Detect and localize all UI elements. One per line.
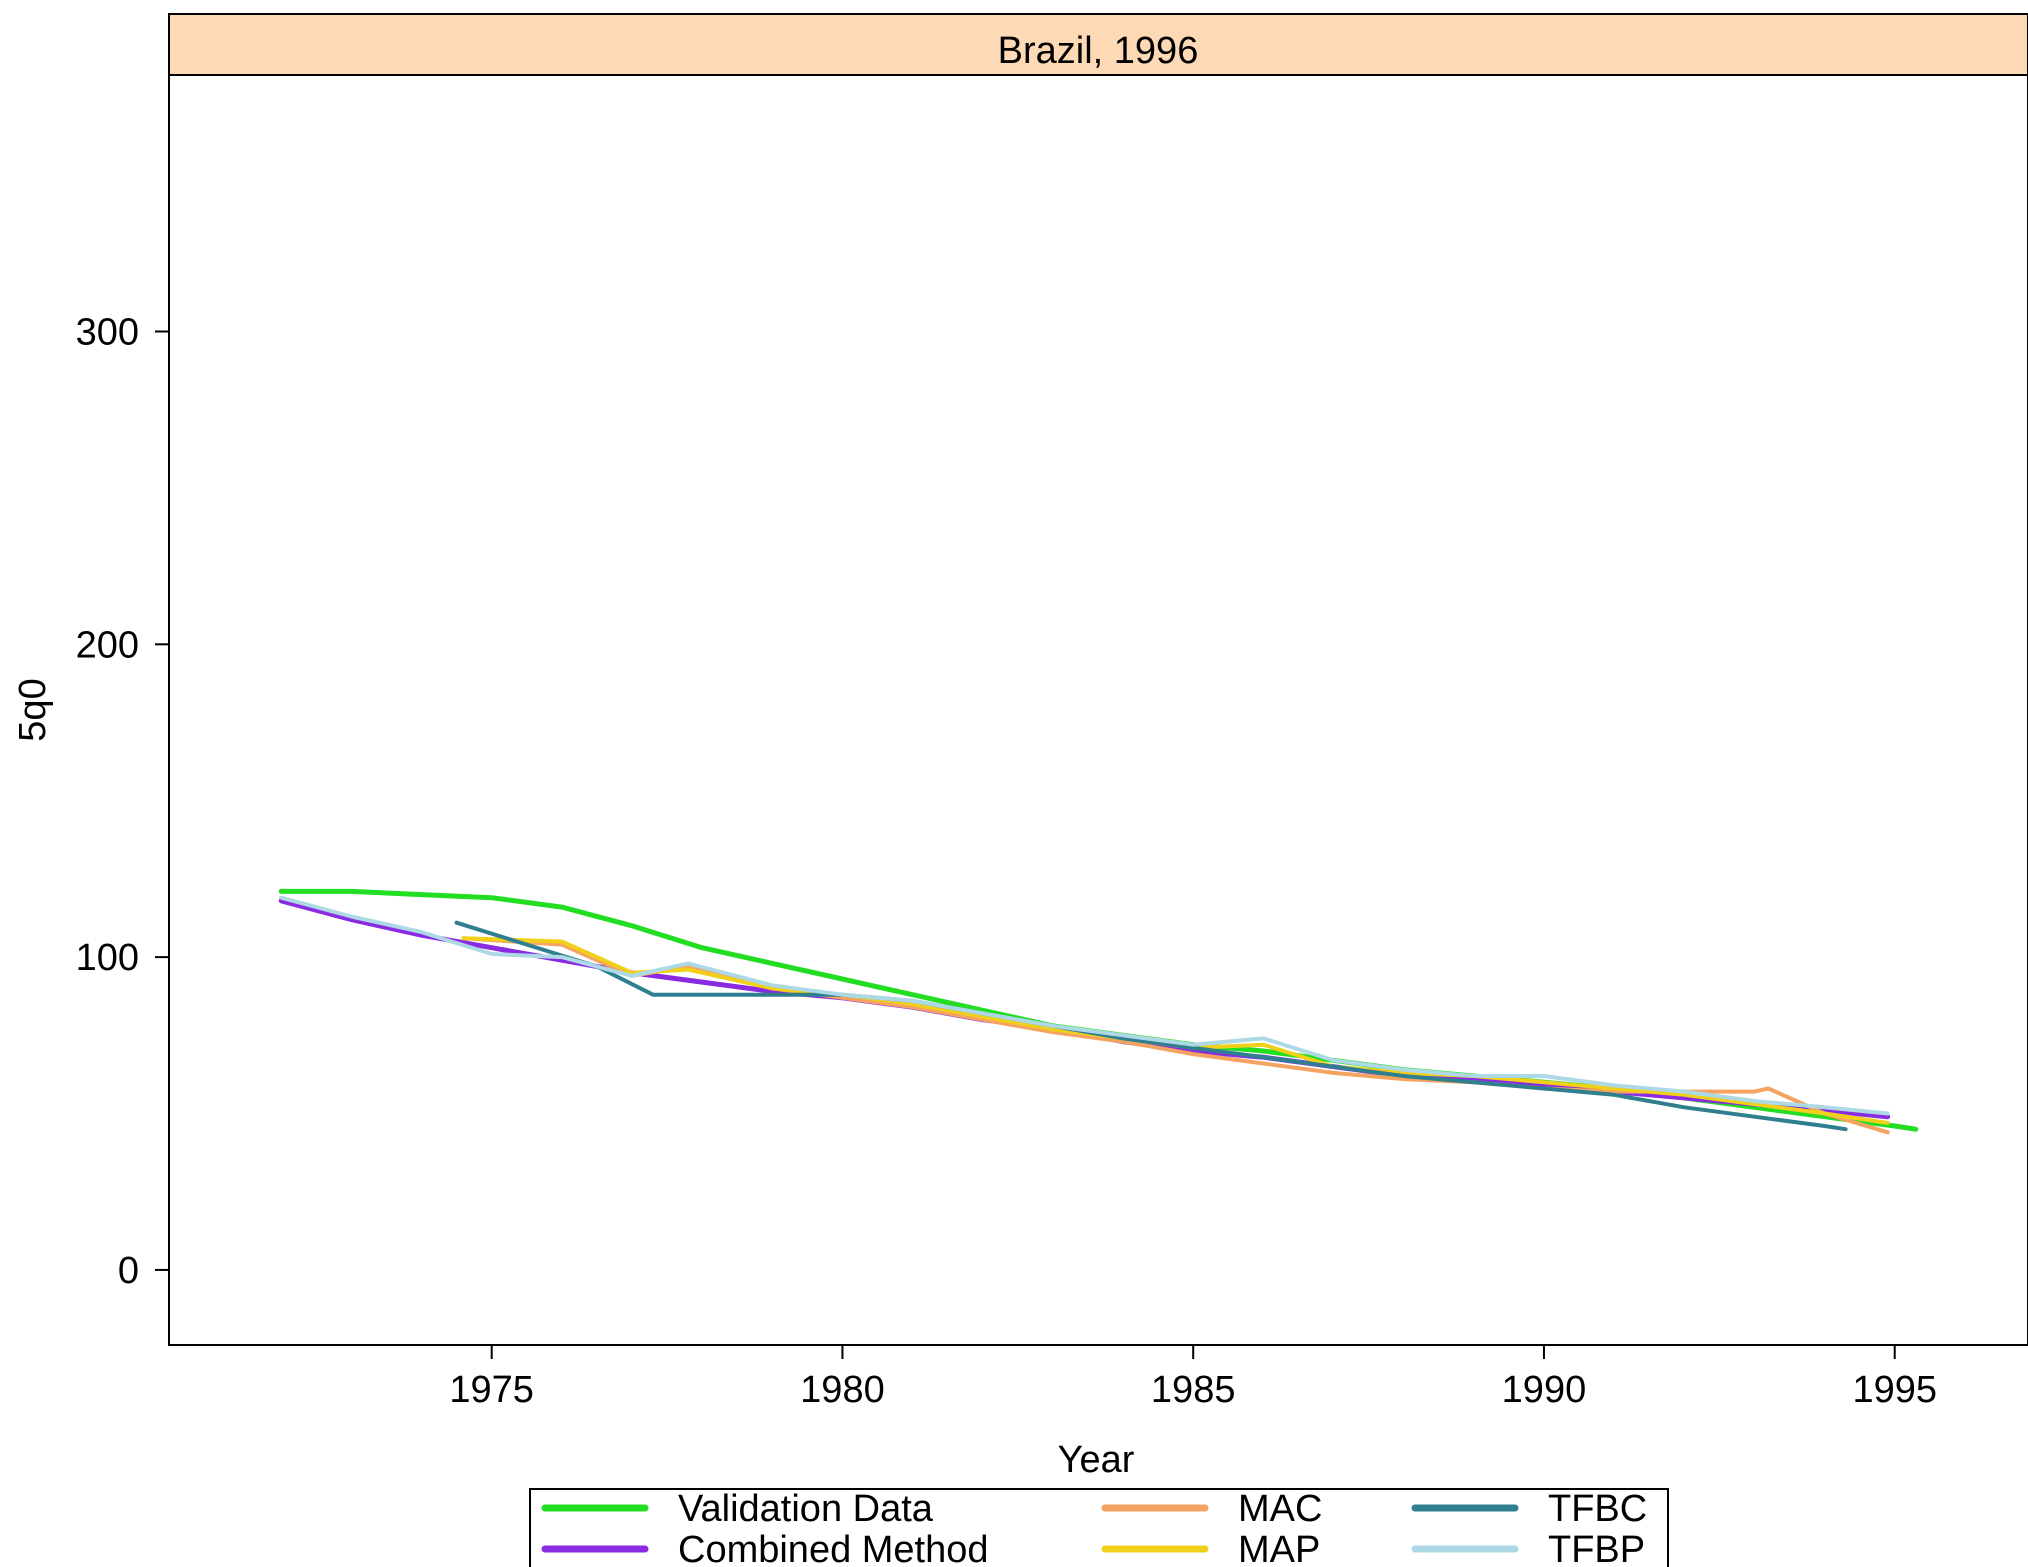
y-tick-label: 300	[76, 312, 139, 354]
y-axis: 0 100 200 300	[76, 312, 169, 1292]
legend-label: MAP	[1238, 1529, 1320, 1567]
series-line-tfbc	[454, 920, 1848, 1132]
x-tick-label: 1985	[1151, 1369, 1236, 1411]
legend-label: Validation Data	[678, 1488, 934, 1530]
y-axis-title: 5q0	[12, 678, 54, 741]
x-axis: 1975 1980 1985 1990 1995	[449, 1345, 1937, 1411]
x-axis-title: Year	[1058, 1439, 1135, 1481]
series-group	[278, 888, 1919, 1135]
x-tick-label: 1990	[1502, 1369, 1587, 1411]
y-tick-label: 100	[76, 937, 139, 979]
legend-label: TFBP	[1548, 1529, 1645, 1567]
x-tick-label: 1995	[1852, 1369, 1937, 1411]
y-tick-label: 0	[118, 1250, 139, 1292]
series-line-combined-method	[278, 898, 1891, 1120]
legend-label: Combined Method	[678, 1529, 989, 1567]
y-tick-label: 200	[76, 624, 139, 666]
legend-label: TFBC	[1548, 1488, 1647, 1530]
x-tick-label: 1975	[449, 1369, 534, 1411]
x-tick-label: 1980	[800, 1369, 885, 1411]
strip-header	[168, 13, 2028, 76]
legend-label: MAC	[1238, 1488, 1322, 1530]
series-line-tfbp	[279, 895, 1890, 1116]
chart-title: Brazil, 1996	[998, 30, 1199, 72]
plot-frame	[168, 74, 2028, 1346]
legend-box	[529, 1488, 1669, 1567]
